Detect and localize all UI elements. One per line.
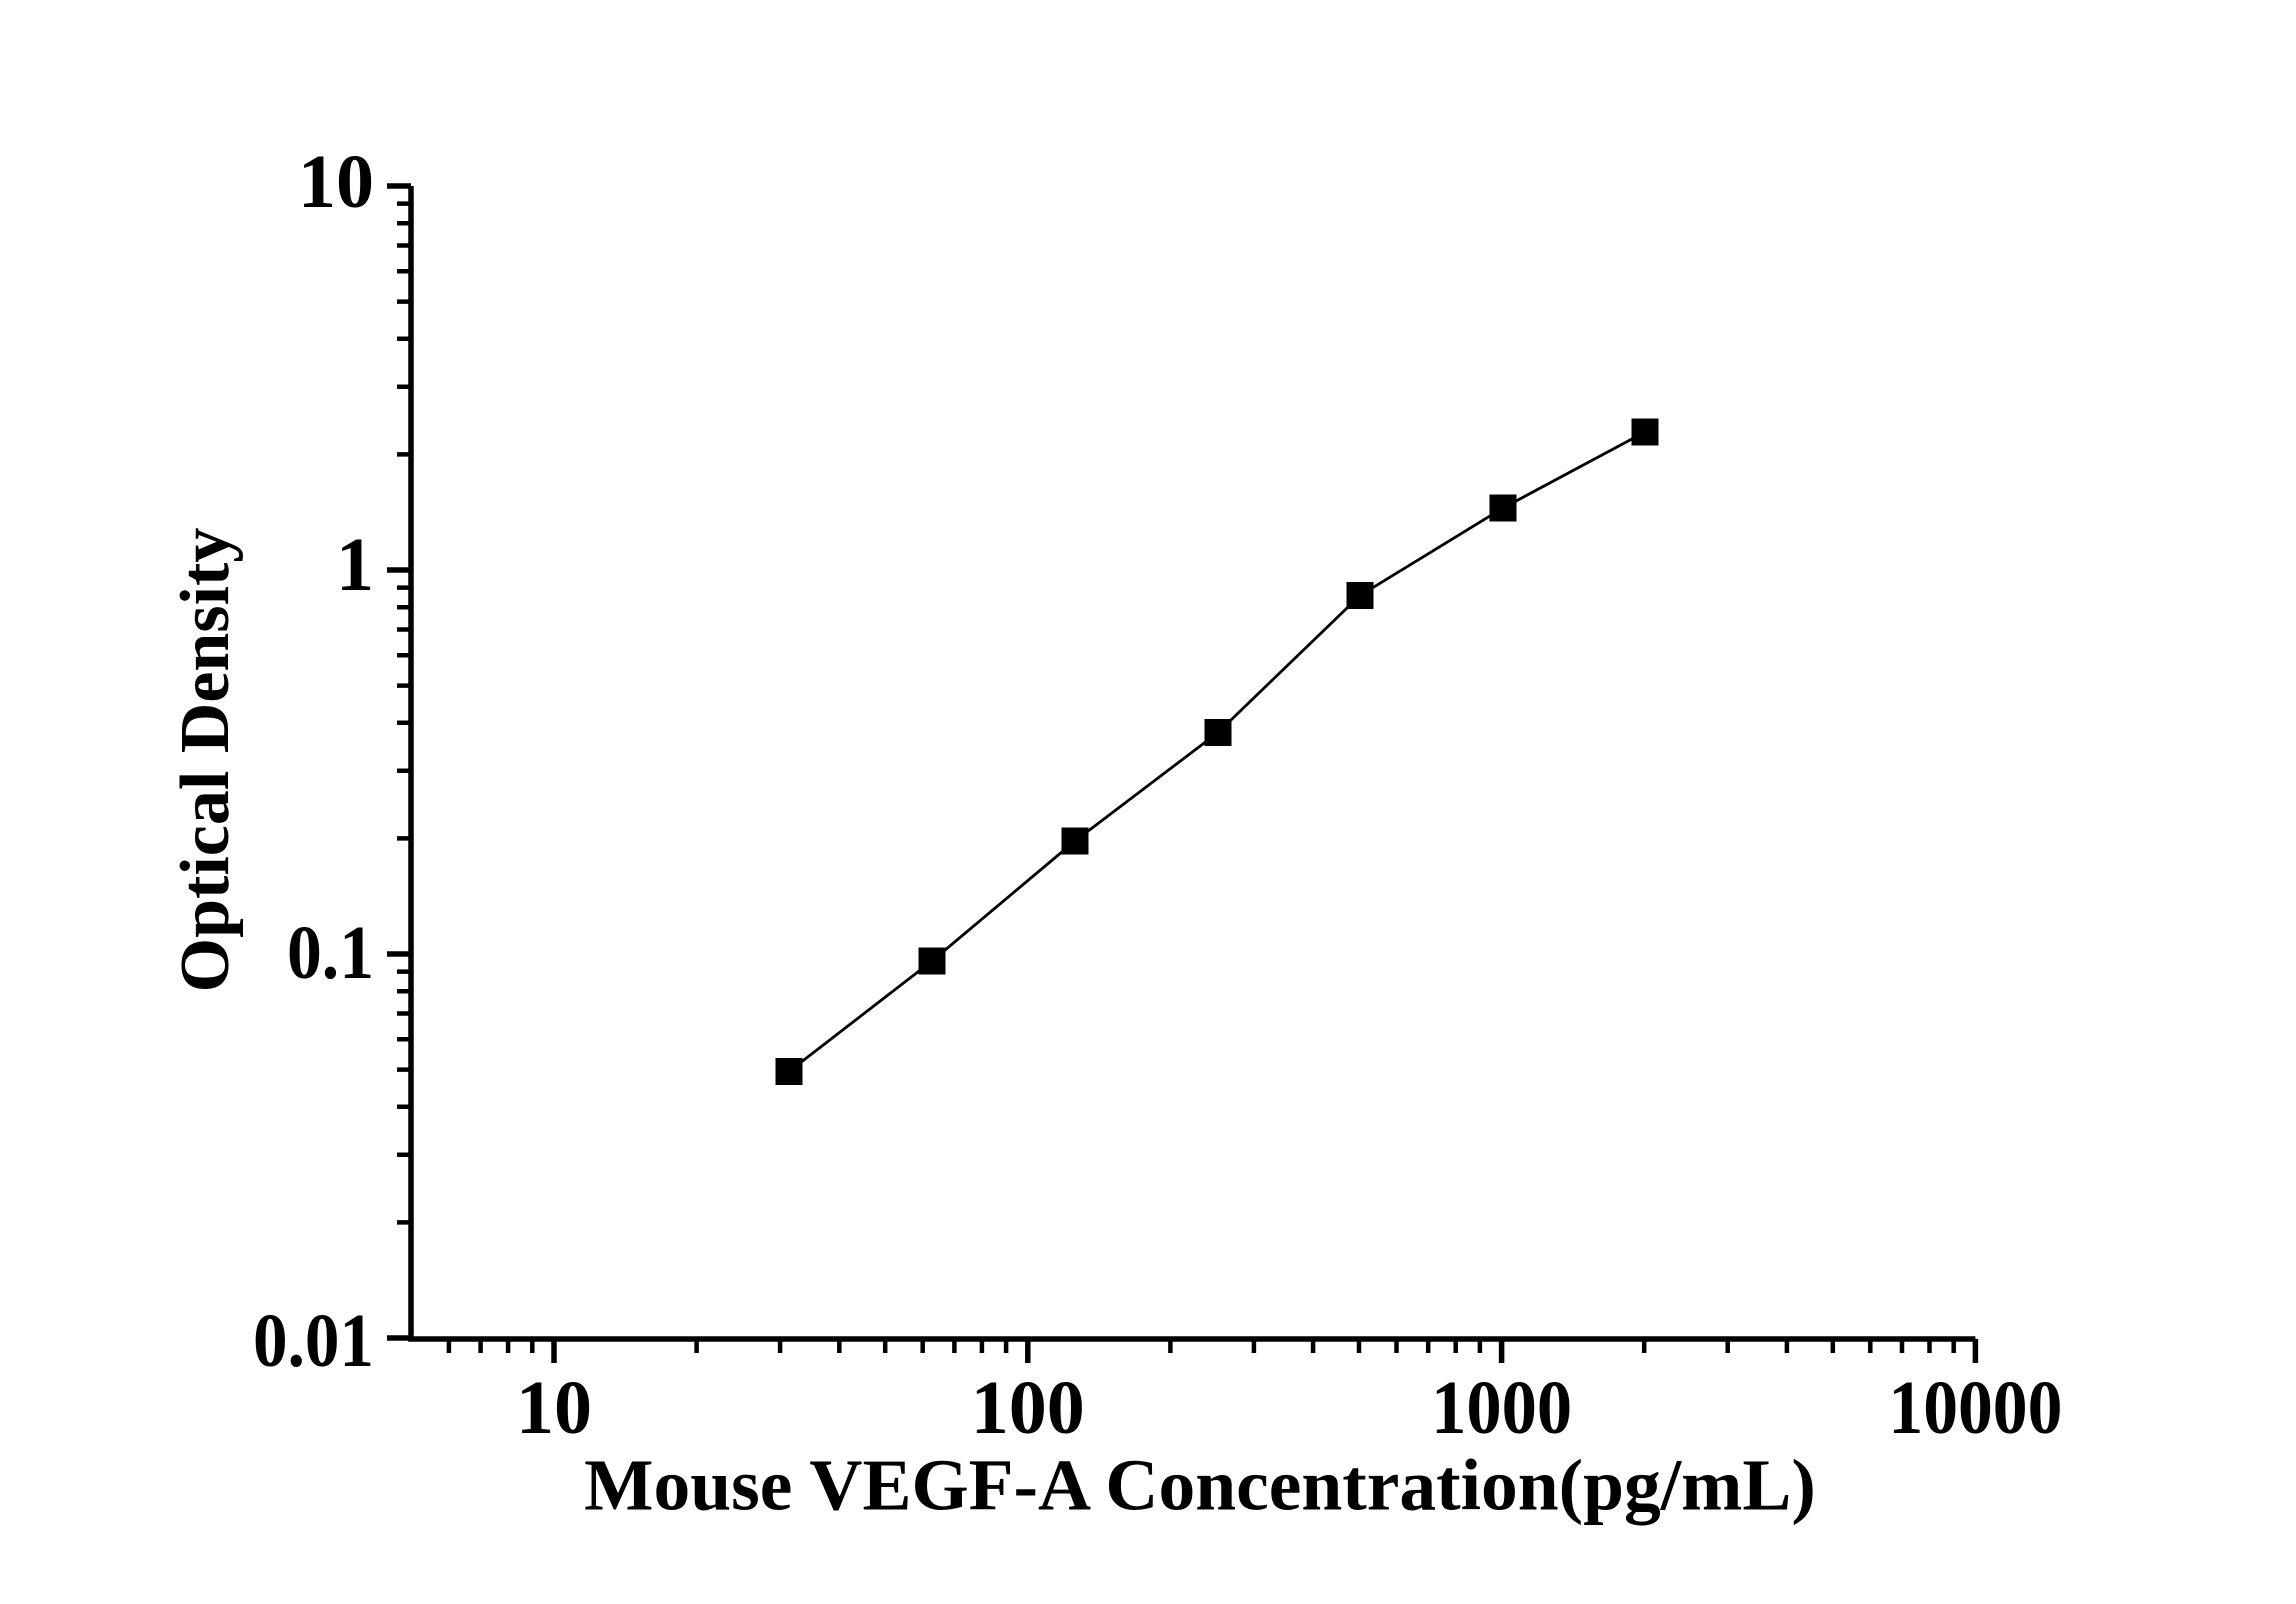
svg-text:0.01: 0.01 — [253, 1299, 374, 1383]
svg-text:10: 10 — [516, 1366, 592, 1450]
svg-text:10000: 10000 — [1888, 1366, 2062, 1450]
svg-text:1: 1 — [336, 523, 374, 607]
svg-text:100: 100 — [971, 1366, 1085, 1450]
svg-text:Optical Density: Optical Density — [167, 528, 244, 993]
svg-text:10: 10 — [298, 140, 374, 224]
svg-text:Mouse VEGF-A Concentration(pg/: Mouse VEGF-A Concentration(pg/mL) — [584, 1445, 1816, 1526]
svg-text:1000: 1000 — [1431, 1366, 1572, 1450]
svg-text:0.1: 0.1 — [287, 911, 374, 995]
